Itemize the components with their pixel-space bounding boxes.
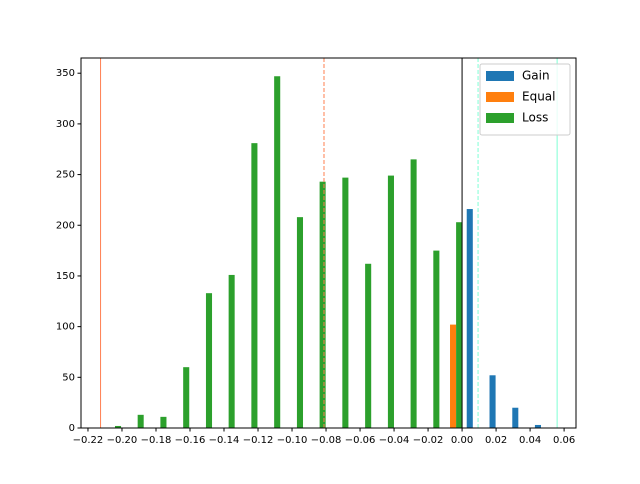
x-tick-label: −0.20	[107, 435, 138, 446]
bar	[228, 274, 235, 428]
x-tick-label: −0.22	[73, 435, 104, 446]
y-tick-label: 150	[56, 271, 75, 282]
bar	[205, 293, 213, 428]
y-tick-label: 0	[69, 423, 75, 434]
legend: Gain Equal Loss	[479, 63, 571, 136]
bar	[137, 414, 144, 428]
bar	[512, 407, 519, 428]
x-tick-label: −0.02	[413, 435, 444, 446]
legend-swatch	[486, 71, 514, 81]
bar	[466, 209, 473, 428]
legend-swatch	[486, 92, 514, 102]
x-tick-label: −0.04	[379, 435, 410, 446]
x-tick-label: −0.06	[345, 435, 376, 446]
bar	[387, 175, 394, 428]
bar	[342, 177, 349, 428]
bar	[319, 181, 326, 428]
bar	[410, 159, 417, 428]
legend-label: Loss	[522, 111, 548, 125]
x-tick-label: 0.06	[553, 435, 575, 446]
y-tick-label: 350	[56, 68, 75, 79]
legend-label: Equal	[522, 90, 556, 104]
bar	[450, 324, 457, 428]
y-tick-label: 100	[56, 322, 75, 333]
x-tick-label: −0.18	[141, 435, 172, 446]
y-tick-label: 250	[56, 170, 75, 181]
y-tick-label: 50	[62, 372, 75, 383]
x-tick-label: 0.00	[451, 435, 473, 446]
x-tick-label: −0.14	[209, 435, 240, 446]
bar	[433, 250, 440, 428]
bar	[456, 222, 463, 428]
bar	[251, 143, 258, 428]
y-tick-label: 200	[56, 220, 75, 231]
bar	[114, 425, 122, 428]
bar	[296, 217, 304, 428]
y-tick-label: 300	[56, 119, 75, 130]
bar	[274, 76, 281, 428]
x-tick-label: −0.12	[243, 435, 274, 446]
x-tick-label: −0.10	[277, 435, 308, 446]
x-tick-label: 0.04	[519, 435, 541, 446]
bar	[365, 263, 372, 428]
x-tick-label: −0.16	[175, 435, 206, 446]
bar	[534, 424, 541, 428]
bar	[160, 416, 167, 428]
bar	[183, 367, 190, 428]
x-tick-label: 0.02	[485, 435, 507, 446]
legend-swatch	[486, 113, 514, 123]
bar	[489, 375, 496, 428]
x-tick-label: −0.08	[311, 435, 342, 446]
legend-label: Gain	[522, 69, 550, 83]
plot-frame	[80, 57, 577, 429]
